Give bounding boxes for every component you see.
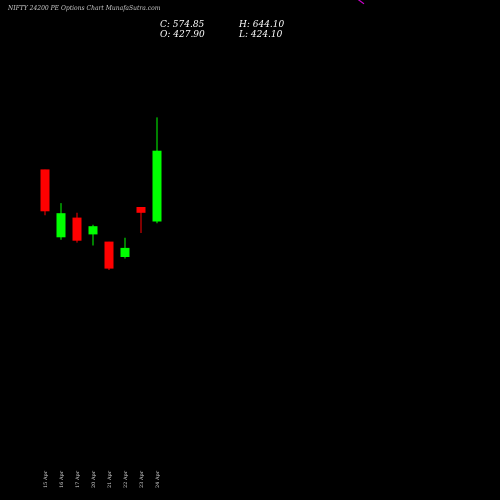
- candle-body: [104, 241, 114, 269]
- lower-band-line: [357, 0, 365, 5]
- candle-body: [88, 226, 98, 235]
- x-tick-label: 24 Apr: [155, 470, 161, 488]
- x-tick-label: 23 Apr: [139, 470, 145, 488]
- x-tick-label: 17 Apr: [75, 470, 81, 488]
- x-tick-label: 20 Apr: [91, 470, 97, 488]
- x-tick-label: 21 Apr: [107, 470, 113, 488]
- high-value: H: 644.10: [239, 20, 285, 30]
- candle-body: [120, 247, 130, 257]
- candle-body: [72, 217, 82, 241]
- x-tick-label: 16 Apr: [59, 470, 65, 488]
- candle-body: [136, 207, 146, 213]
- open-value: O: 427.90: [160, 30, 205, 40]
- candle-body: [56, 213, 66, 238]
- candle-body: [152, 150, 162, 222]
- candle-body: [40, 169, 50, 212]
- x-tick-label: 15 Apr: [43, 470, 49, 488]
- chart-title: NIFTY 24200 PE Options Chart MunafaSutra…: [8, 5, 161, 12]
- low-value: L: 424.10: [239, 30, 283, 40]
- x-tick-label: 22 Apr: [123, 470, 129, 488]
- close-value: C: 574.85: [160, 20, 205, 30]
